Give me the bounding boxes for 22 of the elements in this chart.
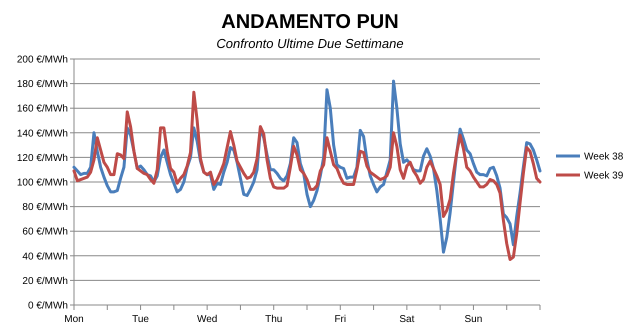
x-tick-label: Sat [399, 314, 415, 325]
y-tick-label: 60 €/MWh [22, 226, 68, 238]
y-tick-label: 140 €/MWh [16, 128, 68, 140]
y-tick-label: 180 €/MWh [16, 79, 68, 90]
x-tick-label: Tue [132, 314, 150, 325]
x-tick-label: Thu [265, 314, 282, 325]
x-tick-label: Wed [196, 314, 218, 325]
y-tick-label: 20 €/MWh [22, 276, 68, 287]
y-tick-label: 200 €/MWh [16, 54, 68, 66]
y-tick-label: 40 €/MWh [22, 251, 68, 262]
chart-title: ANDAMENTO PUN [221, 11, 399, 33]
y-tick-label: 120 €/MWh [16, 152, 68, 164]
y-tick-label: 160 €/MWh [16, 104, 68, 115]
chart-subtitle: Confronto Ultime Due Settimane [216, 36, 404, 51]
y-tick-label: 100 €/MWh [16, 178, 68, 188]
x-tick-label: Fri [334, 314, 346, 325]
legend-label: Week 39 [584, 170, 624, 182]
y-tick-label: 80 €/MWh [22, 202, 68, 214]
x-tick-label: Sun [464, 314, 482, 325]
y-tick-label: 0 €/MWh [28, 300, 68, 312]
legend-label: Week 38 [584, 152, 624, 162]
x-tick-label: Mon [64, 314, 84, 325]
